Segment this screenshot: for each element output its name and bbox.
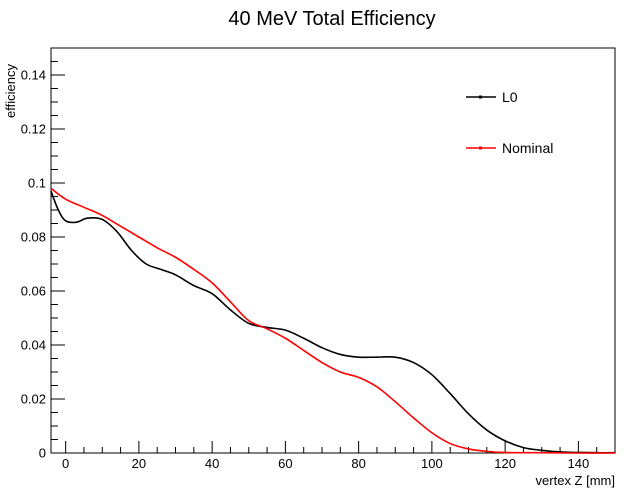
chart-legend: L0 Nominal xyxy=(466,89,553,156)
x-tick-label: 0 xyxy=(62,456,69,471)
y-tick-label: 0.04 xyxy=(21,338,46,353)
x-axis-tick-labels: 0 20 40 60 80 100 120 140 xyxy=(62,456,589,471)
y-axis-ticks xyxy=(51,47,65,454)
x-tick-label: 100 xyxy=(421,456,443,471)
series-line-nominal xyxy=(50,187,616,454)
x-tick-label: 40 xyxy=(205,456,219,471)
y-tick-label: 0 xyxy=(39,446,46,461)
series-layer xyxy=(50,187,616,454)
x-tick-label: 140 xyxy=(568,456,590,471)
legend-label: L0 xyxy=(502,89,518,105)
y-tick-label: 0.08 xyxy=(21,230,46,245)
y-tick-label: 0.06 xyxy=(21,284,46,299)
legend-marker xyxy=(479,146,482,150)
y-axis-tick-labels: 0 0.02 0.04 0.06 0.08 0.1 0.12 0.14 xyxy=(21,68,46,461)
y-axis-label: efficiency xyxy=(3,64,18,118)
legend-marker xyxy=(479,95,482,99)
chart-title: 40 MeV Total Efficiency xyxy=(228,8,435,30)
y-tick-label: 0.12 xyxy=(21,122,46,137)
x-tick-label: 60 xyxy=(278,456,292,471)
x-axis-label: vertex Z [mm] xyxy=(536,473,615,488)
y-tick-label: 0.14 xyxy=(21,68,46,83)
x-tick-label: 80 xyxy=(351,456,365,471)
legend-label: Nominal xyxy=(502,140,553,156)
series-line-l0 xyxy=(50,190,616,454)
x-tick-label: 120 xyxy=(494,456,516,471)
x-tick-label: 20 xyxy=(132,456,146,471)
y-tick-label: 0.02 xyxy=(21,392,46,407)
y-tick-label: 0.1 xyxy=(28,176,46,191)
